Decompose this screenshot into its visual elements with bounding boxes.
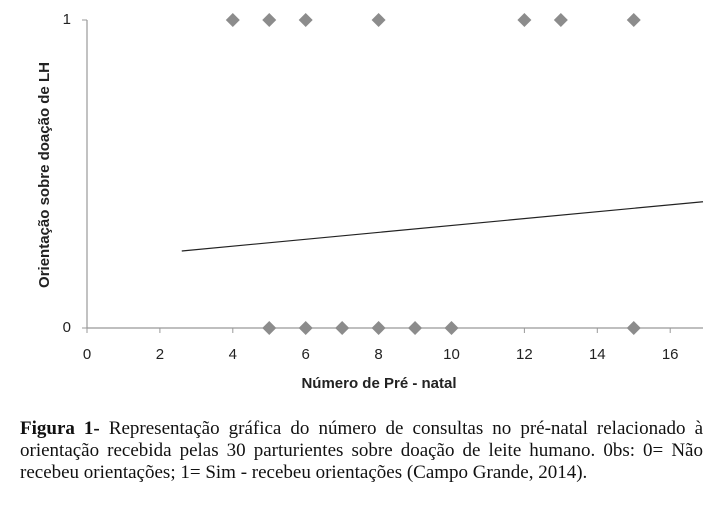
caption-text: Representação gráfica do número de consu… — [20, 418, 703, 483]
point — [517, 13, 532, 27]
y-tick-label: 1 — [63, 11, 71, 28]
point — [626, 321, 641, 335]
point — [262, 321, 277, 335]
point — [553, 13, 568, 27]
x-tick-label: 6 — [302, 346, 310, 363]
x-tick-label: 0 — [83, 346, 91, 363]
point — [335, 321, 350, 335]
x-tick-label: 16 — [662, 346, 679, 363]
caption-label: Figura 1- — [20, 418, 100, 439]
x-tick-label: 10 — [443, 346, 460, 363]
point — [371, 321, 386, 335]
chart: Número de Pré - natal Orientação sobre d… — [36, 11, 704, 392]
y-tick-label: 0 — [63, 319, 71, 336]
point — [298, 321, 313, 335]
point — [298, 13, 313, 27]
point — [262, 13, 277, 27]
x-tick-label: 14 — [589, 346, 606, 363]
point — [408, 321, 423, 335]
point — [626, 13, 641, 27]
x-tick-label: 4 — [229, 346, 237, 363]
x-tick-label: 2 — [156, 346, 164, 363]
x-axis-title: Número de Pré - natal — [301, 375, 456, 392]
point — [225, 13, 240, 27]
point — [371, 13, 386, 27]
caption: Figura 1- Representação gráfica do númer… — [20, 418, 703, 484]
x-tick-label: 12 — [516, 346, 533, 363]
trendline — [181, 201, 704, 252]
x-tick-label: 8 — [374, 346, 382, 363]
point — [444, 321, 459, 335]
y-axis-title: Orientação sobre doação de LH — [36, 62, 53, 288]
